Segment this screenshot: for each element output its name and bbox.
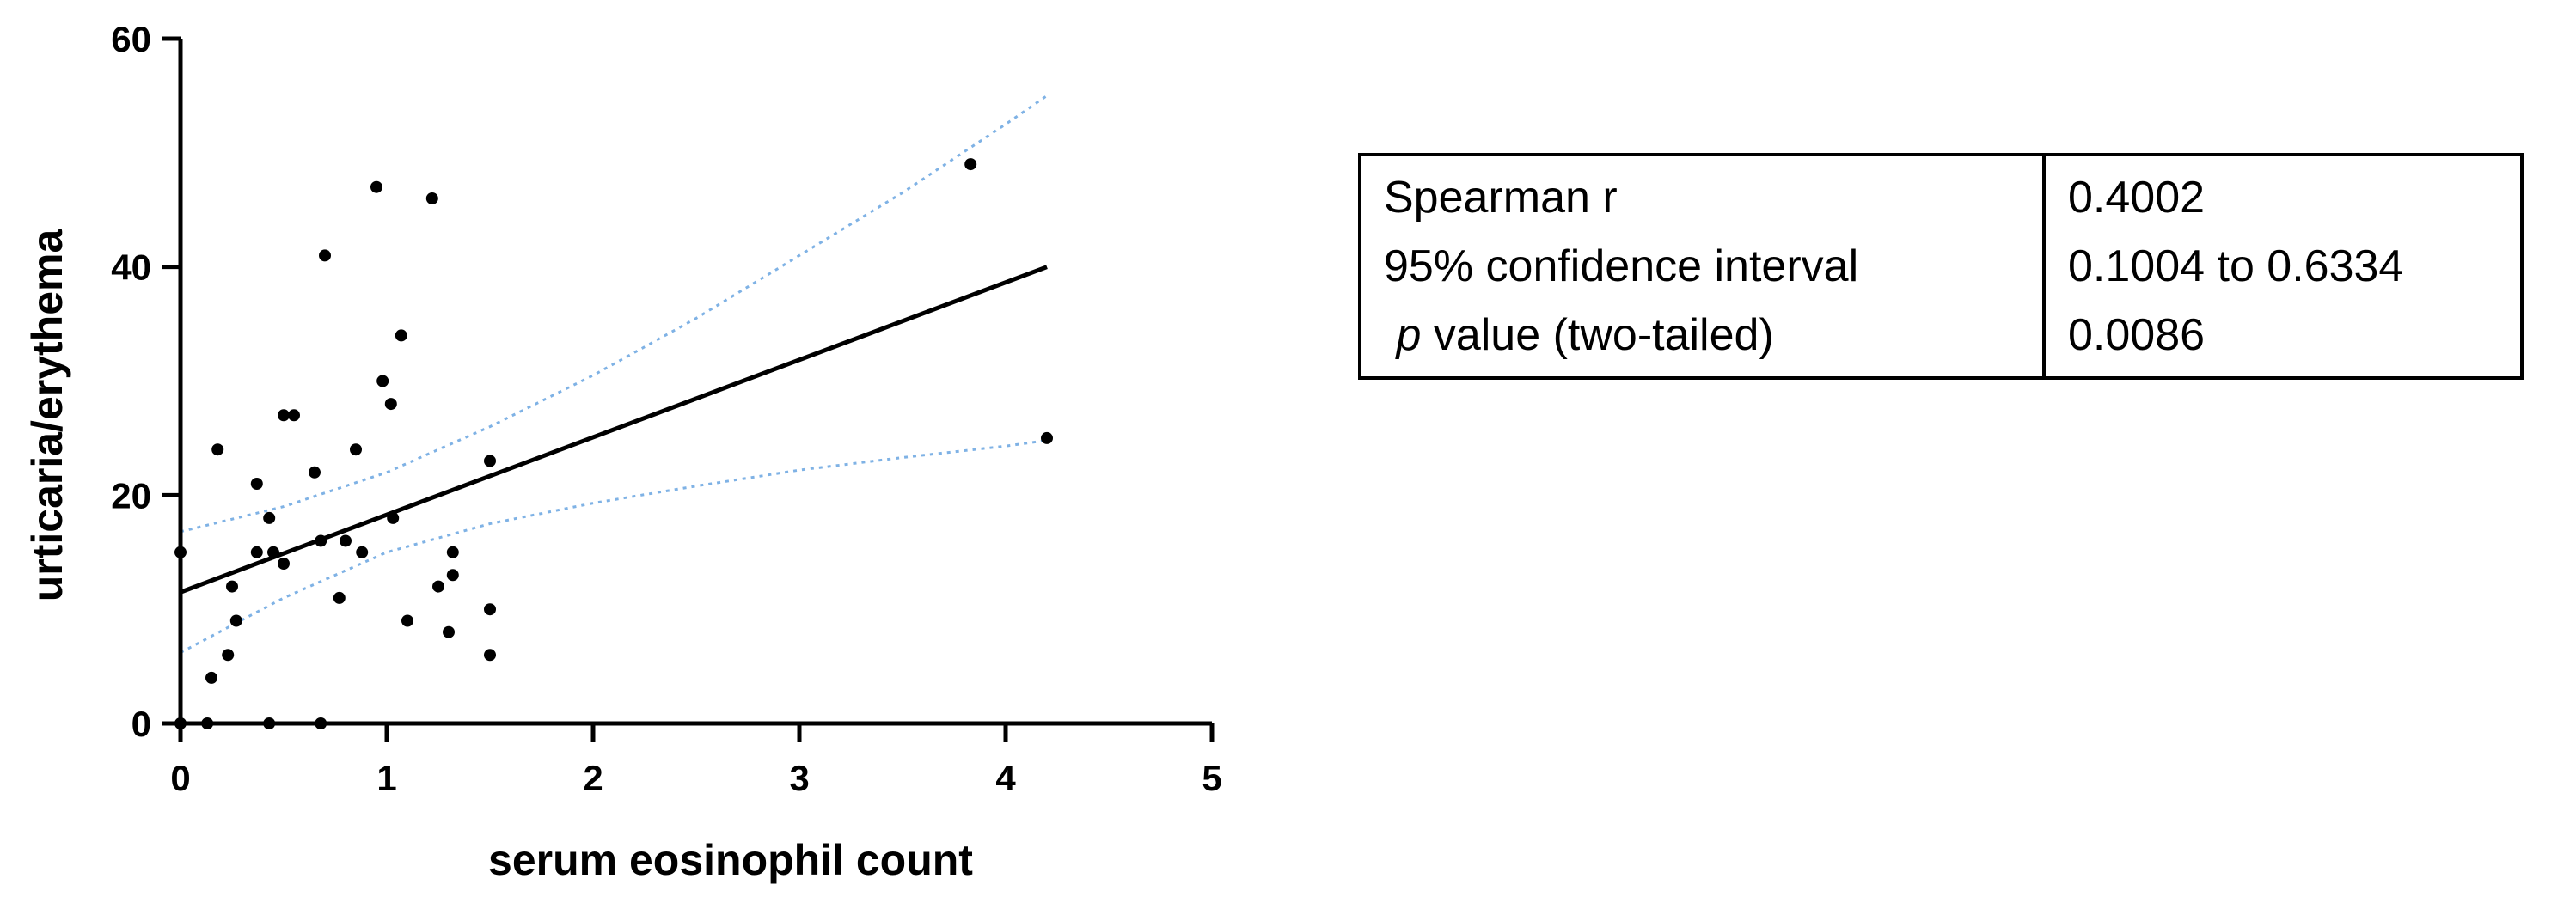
data-point — [250, 546, 263, 558]
data-point — [425, 192, 438, 204]
data-point — [319, 249, 331, 262]
x-tick-label: 0 — [170, 758, 190, 798]
confidence-band-upper — [180, 95, 1048, 534]
data-point — [267, 546, 279, 558]
data-point — [964, 158, 977, 171]
data-point — [376, 375, 389, 387]
data-point — [443, 625, 455, 638]
data-point — [278, 409, 290, 422]
stats-row-p-value: p value (two-tailed) 0.0086 — [1360, 301, 2522, 378]
data-point — [340, 534, 352, 547]
y-tick-label: 40 — [111, 247, 151, 288]
data-point — [401, 614, 413, 627]
data-point — [446, 569, 459, 582]
confidence-band-lower — [180, 439, 1048, 654]
data-point — [395, 329, 407, 342]
stats-row-confidence-interval: 95% confidence interval 0.1004 to 0.6334 — [1360, 232, 2522, 301]
data-point — [1041, 431, 1053, 444]
regression-line — [180, 265, 1048, 595]
stats-row-spearman: Spearman r 0.4002 — [1360, 155, 2522, 232]
stats-value: 0.1004 to 0.6334 — [2068, 241, 2404, 291]
data-point — [229, 614, 242, 627]
x-tick-label: 3 — [789, 758, 809, 798]
stats-value: 0.0086 — [2068, 310, 2206, 360]
x-axis-ticks: 0 1 2 3 4 5 — [170, 723, 1222, 798]
data-point — [432, 580, 444, 593]
data-point — [356, 546, 369, 558]
data-point — [226, 580, 238, 593]
data-point — [484, 603, 496, 616]
y-tick-label: 60 — [111, 19, 151, 59]
data-point — [333, 591, 346, 604]
x-tick-label: 2 — [583, 758, 603, 798]
stats-label: Spearman r — [1360, 155, 2046, 232]
data-point — [278, 558, 290, 570]
data-point — [250, 478, 263, 490]
x-tick-label: 1 — [376, 758, 396, 798]
x-tick-label: 4 — [995, 758, 1016, 798]
data-point — [288, 409, 300, 422]
statistics-table: Spearman r 0.4002 95% confidence interva… — [1358, 153, 2524, 380]
x-tick-label: 5 — [1202, 758, 1221, 798]
data-point — [370, 180, 382, 193]
y-axis-title: urticaria/erythema — [23, 229, 71, 602]
data-point — [211, 443, 224, 456]
data-point — [315, 534, 327, 547]
y-tick-label: 20 — [111, 475, 151, 516]
data-point — [222, 649, 235, 662]
stats-label: 95% confidence interval — [1360, 232, 2046, 301]
data-point — [384, 398, 397, 411]
data-point — [263, 511, 276, 524]
data-point — [205, 671, 217, 684]
data-point — [484, 455, 496, 467]
y-tick-label: 0 — [132, 704, 151, 744]
x-axis-title: serum eosinophil count — [488, 836, 973, 884]
stats-value: 0.4002 — [2068, 173, 2206, 223]
data-point — [387, 511, 400, 524]
data-point — [350, 443, 362, 456]
data-points — [174, 158, 1053, 729]
data-point — [484, 649, 496, 662]
y-axis-ticks: 0 20 40 60 — [111, 19, 181, 744]
data-point — [309, 466, 321, 479]
data-point — [446, 546, 459, 558]
p-symbol: p — [1396, 310, 1422, 360]
stats-label: p value (two-tailed) — [1360, 301, 2046, 378]
